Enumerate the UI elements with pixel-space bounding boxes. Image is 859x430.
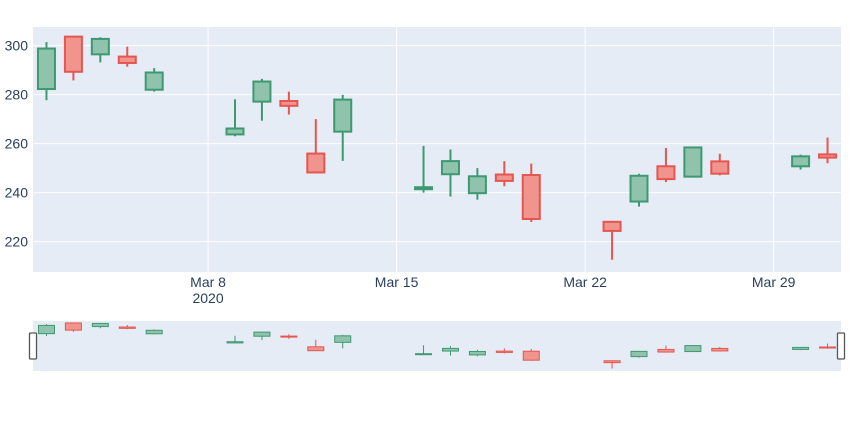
candle-2020-03-18[interactable]: [467, 175, 487, 195]
x-tick-label: Mar 15: [375, 274, 419, 290]
y-tick-label: 280: [5, 87, 29, 103]
mini-candle-2020-03-10: [253, 331, 271, 337]
y-tick-label: 260: [5, 136, 29, 152]
candle-2020-03-27[interactable]: [710, 160, 730, 175]
candle-2020-03-26[interactable]: [683, 146, 703, 178]
mini-candle-2020-03-20: [522, 350, 540, 361]
candle-2020-03-11[interactable]: [279, 100, 299, 107]
candle-2020-03-10[interactable]: [252, 80, 272, 103]
candle-2020-03-30[interactable]: [791, 155, 811, 168]
candle-2020-03-12[interactable]: [306, 152, 326, 174]
rangeslider-right-handle[interactable]: [836, 332, 846, 360]
mini-candle-2020-03-19: [495, 350, 513, 353]
mini-candle-2020-03-11: [280, 335, 298, 338]
candle-2020-03-06[interactable]: [144, 71, 164, 91]
candle-2020-03-24[interactable]: [629, 174, 649, 203]
mini-candle-2020-03-04: [91, 322, 109, 328]
candle-2020-03-19[interactable]: [494, 173, 514, 182]
candle-2020-03-25[interactable]: [656, 165, 676, 181]
x-tick-label: Mar 8: [190, 274, 226, 290]
candle-2020-03-02[interactable]: [36, 47, 56, 91]
candle-2020-03-31[interactable]: [818, 153, 838, 159]
x-tick-label: Mar 29: [752, 274, 796, 290]
mini-candle-2020-03-24: [630, 350, 648, 358]
candle-2020-03-09[interactable]: [225, 127, 245, 136]
mini-candle-2020-03-13: [334, 335, 352, 343]
y-tick-label: 240: [5, 185, 29, 201]
mini-candle-2020-03-25: [657, 348, 675, 353]
candle-2020-03-16[interactable]: [414, 186, 434, 191]
candle-2020-03-23[interactable]: [602, 220, 622, 232]
mini-candle-2020-03-16: [415, 353, 433, 356]
mini-candle-2020-03-31: [819, 346, 837, 349]
rangeslider-left-handle[interactable]: [28, 332, 38, 360]
rangeslider-background[interactable]: [33, 321, 841, 371]
mini-candle-2020-03-02: [37, 324, 55, 335]
x-tick-label: Mar 22: [563, 274, 607, 290]
x-tick-sublabel: 2020: [192, 290, 223, 306]
mini-candle-2020-03-18: [468, 350, 486, 356]
mini-candle-2020-03-06: [145, 329, 163, 335]
candle-2020-03-13[interactable]: [333, 98, 353, 133]
y-tick-label: 220: [5, 234, 29, 250]
mini-candle-2020-03-05: [118, 326, 136, 329]
mini-candle-2020-03-03: [64, 322, 82, 331]
mini-candle-2020-03-23: [603, 360, 621, 364]
plot-background: [33, 27, 841, 272]
y-tick-label: 300: [5, 38, 29, 54]
candle-2020-03-04[interactable]: [90, 37, 110, 56]
candle-2020-03-20[interactable]: [521, 174, 541, 220]
mini-candle-2020-03-26: [684, 345, 702, 353]
candle-2020-03-17[interactable]: [440, 160, 460, 176]
candle-2020-03-03[interactable]: [63, 35, 83, 73]
candle-2020-03-05[interactable]: [117, 55, 137, 64]
mini-candle-2020-03-30: [792, 346, 810, 350]
mini-candle-2020-03-12: [307, 346, 325, 352]
mini-candle-2020-03-27: [711, 347, 729, 352]
mini-candle-2020-03-09: [226, 341, 244, 344]
mini-candle-2020-03-17: [441, 347, 459, 352]
